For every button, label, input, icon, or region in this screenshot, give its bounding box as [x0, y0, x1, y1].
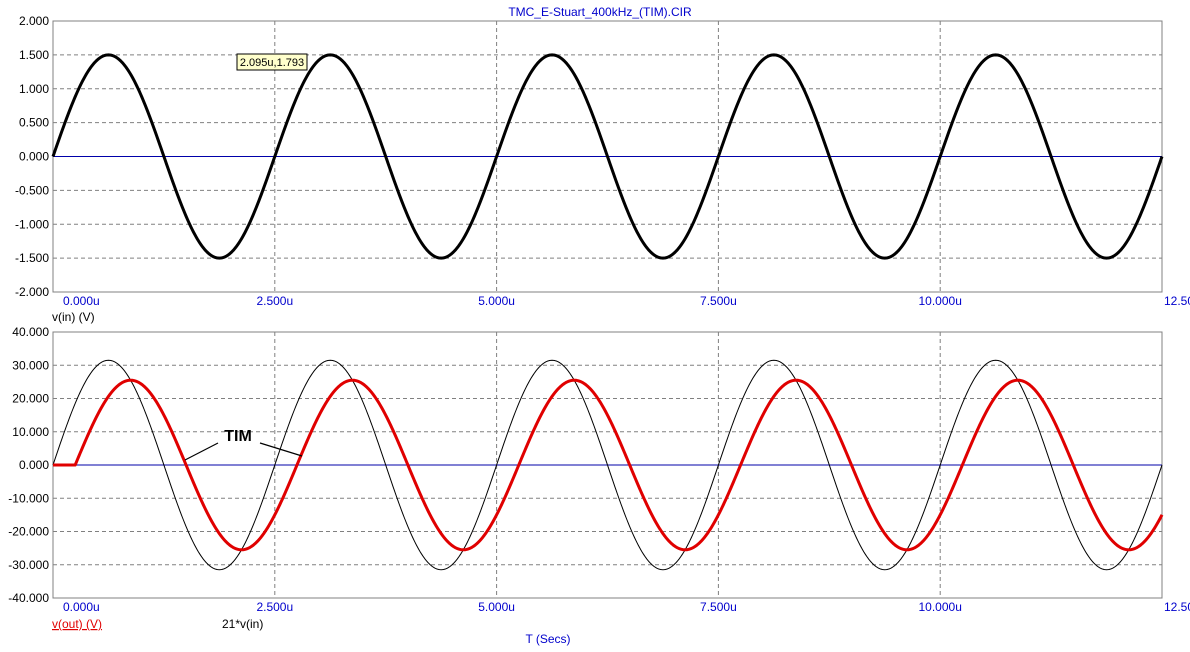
top-panel: 2.000 1.500 1.000 0.500 0.000 -0.500 -1.000 -1.…: [15, 14, 1190, 324]
bottom-panel: 40.000 30.000 20.000 10.000 0.000 -10.000 -20.…: [8, 325, 1190, 646]
cursor-readout-box: [236, 53, 308, 71]
bottom-series-label-scaled-vin: 21*v(in): [222, 617, 263, 631]
x-tick-label: 2.500u: [256, 600, 293, 614]
series-line-v-in-v-: [51, 53, 1164, 260]
top-series-label-vin: v(in) (V): [52, 310, 95, 324]
y-tick-label: 0.500: [19, 116, 49, 130]
bottom-series: [52, 359, 1164, 571]
tim-pointer-right: [259, 442, 303, 457]
y-tick-label: 20.000: [12, 392, 49, 406]
bottom-x-ticks: 0.000u 2.500u 5.000u 7.500u 10.000u 12.500u: [63, 600, 1190, 614]
cursor-readout: 2.095u,1.793: [236, 53, 308, 71]
x-tick-label: 5.000u: [478, 294, 515, 308]
series-line-21-v-in-: [52, 359, 1163, 571]
tim-pointer-left: [184, 442, 219, 461]
y-tick-label: 10.000: [12, 425, 49, 439]
y-tick-label: 1.500: [19, 48, 49, 62]
series-line-v-out-v-: [52, 378, 1164, 552]
y-tick-label: -40.000: [8, 591, 49, 605]
y-tick-label: 40.000: [12, 325, 49, 339]
y-tick-label: -1.500: [15, 251, 49, 265]
x-tick-label: 10.000u: [919, 294, 962, 308]
y-tick-label: 1.000: [19, 82, 49, 96]
bottom-y-ticks: 40.000 30.000 20.000 10.000 0.000 -10.000 -20.…: [8, 325, 49, 605]
y-tick-label: -2.000: [15, 285, 49, 299]
chart-title: TMC_E-Stuart_400kHz_(TIM).CIR: [508, 5, 692, 19]
tim-label: TIM: [224, 428, 252, 445]
x-tick-label: 5.000u: [478, 600, 515, 614]
x-tick-label: 12.500u: [1164, 600, 1190, 614]
x-tick-label: 7.500u: [700, 600, 737, 614]
y-tick-label: -10.000: [8, 491, 49, 505]
x-tick-label: 7.500u: [700, 294, 737, 308]
top-x-ticks: 0.000u 2.500u 5.000u 7.500u 10.000u 12.500u: [63, 294, 1190, 308]
x-tick-label: 12.500u: [1164, 294, 1190, 308]
x-axis-label: T (Secs): [525, 632, 570, 646]
top-y-ticks: 2.000 1.500 1.000 0.500 0.000 -0.500 -1.000 -1.…: [15, 14, 49, 299]
x-tick-label: 2.500u: [256, 294, 293, 308]
y-tick-label: 2.000: [19, 14, 49, 28]
x-tick-label: 10.000u: [919, 600, 962, 614]
y-tick-label: -20.000: [8, 525, 49, 539]
y-tick-label: -30.000: [8, 558, 49, 572]
tim-annotation: TIM: [184, 428, 303, 461]
y-tick-label: -0.500: [15, 183, 49, 197]
y-tick-label: -1.000: [15, 217, 49, 231]
y-tick-label: 0.000: [19, 458, 49, 472]
cursor-readout-text: 2.095u,1.793: [240, 57, 304, 69]
top-series: [51, 53, 1164, 260]
x-tick-label: 0.000u: [63, 600, 100, 614]
bottom-series-label-vout: v(out) (V): [52, 617, 102, 631]
x-tick-label: 0.000u: [63, 294, 100, 308]
y-tick-label: 30.000: [12, 358, 49, 372]
y-tick-label: 0.000: [19, 150, 49, 164]
